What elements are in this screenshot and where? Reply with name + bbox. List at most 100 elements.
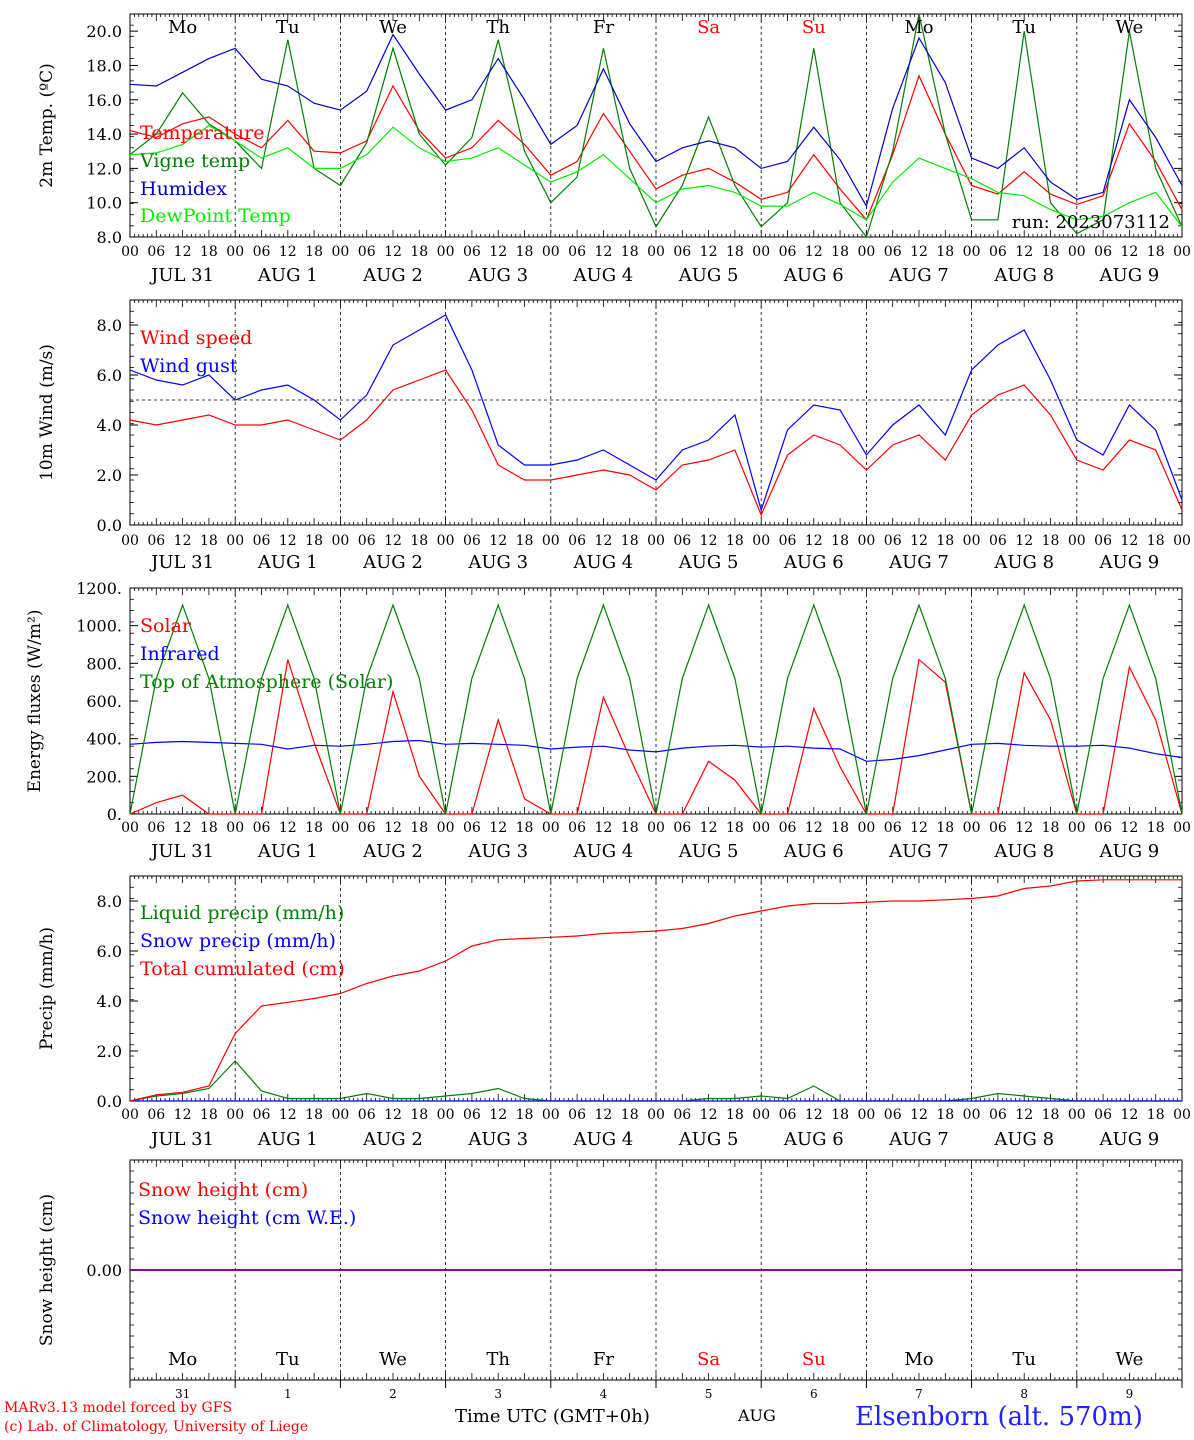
hour-tick-label: 00	[121, 820, 139, 836]
hour-tick-label: 00	[752, 1107, 770, 1123]
day-name: Mo	[168, 17, 197, 38]
hour-tick-label: 18	[1042, 1107, 1060, 1123]
day-number: 7	[915, 1387, 923, 1401]
day-number: 6	[810, 1387, 818, 1401]
hour-tick-label: 18	[1042, 244, 1060, 260]
legend-entry: Wind gust	[140, 355, 238, 377]
day-name: Th	[486, 1349, 510, 1370]
hour-tick-label: 18	[200, 244, 218, 260]
hour-tick-label: 00	[647, 533, 665, 549]
date-label: AUG 2	[362, 552, 423, 573]
hour-tick-label: 12	[594, 533, 612, 549]
day-number: 9	[1126, 1387, 1134, 1401]
date-label: AUG 3	[467, 841, 528, 862]
series-line-dewpoint-temp	[129, 124, 1183, 228]
hour-tick-label: 00	[542, 1107, 560, 1123]
y-tick-label: 12.0	[86, 159, 122, 178]
day-name: We	[379, 17, 407, 38]
date-label: AUG 6	[783, 265, 844, 286]
y-tick-label: 8.0	[97, 892, 122, 911]
hour-tick-label: 00	[857, 820, 875, 836]
hour-tick-label: 00	[857, 244, 875, 260]
hour-tick-label: 00	[121, 1107, 139, 1123]
hour-tick-label: 18	[831, 1107, 849, 1123]
hour-tick-label: 06	[253, 820, 271, 836]
hour-tick-label: 18	[200, 1107, 218, 1123]
hour-tick-label: 12	[1015, 1107, 1033, 1123]
hour-tick-label: 12	[279, 244, 297, 260]
date-label: AUG 8	[993, 265, 1054, 286]
date-label: AUG 2	[362, 1129, 423, 1150]
y-tick-label: 16.0	[86, 91, 122, 110]
y-tick-label: 8.0	[97, 228, 122, 247]
series-line-top-of-atmosphere-solar-	[129, 603, 1183, 815]
hour-tick-label: 00	[647, 1107, 665, 1123]
y-tick-label: 20.0	[86, 22, 122, 41]
hour-tick-label: 18	[936, 244, 954, 260]
date-label: AUG 9	[1099, 1129, 1160, 1150]
hour-tick-label: 06	[463, 244, 481, 260]
date-label: AUG 5	[678, 1129, 739, 1150]
hour-tick-label: 18	[1147, 820, 1165, 836]
y-axis-title: Energy fluxes (W/m²)	[25, 610, 45, 793]
legend-entry: Vigne temp	[139, 150, 250, 172]
hour-tick-label: 12	[384, 533, 402, 549]
hour-tick-label: 06	[358, 1107, 376, 1123]
date-label: AUG 4	[573, 552, 634, 573]
hour-tick-label: 18	[305, 533, 323, 549]
day-name: Sa	[697, 17, 720, 38]
date-label: AUG 1	[257, 1129, 318, 1150]
hour-tick-label: 18	[726, 533, 744, 549]
hour-tick-label: 06	[673, 244, 691, 260]
run-annotation: run: 2023073112	[1012, 212, 1170, 233]
hour-tick-label: 00	[121, 244, 139, 260]
date-label: AUG 4	[573, 265, 634, 286]
hour-tick-label: 18	[516, 533, 534, 549]
date-label: AUG 4	[573, 841, 634, 862]
hour-tick-label: 00	[542, 820, 560, 836]
hour-tick-label: 00	[437, 820, 455, 836]
hour-tick-label: 18	[726, 820, 744, 836]
hour-tick-label: 06	[147, 533, 165, 549]
hour-tick-label: 00	[226, 244, 244, 260]
hour-tick-label: 00	[1068, 533, 1086, 549]
hour-tick-label: 18	[1147, 533, 1165, 549]
plot-frame	[129, 299, 1183, 526]
day-name: We	[379, 1349, 407, 1370]
date-label: AUG 8	[993, 1129, 1054, 1150]
hour-tick-label: 18	[621, 533, 639, 549]
date-label: AUG 3	[467, 265, 528, 286]
date-label: AUG 7	[888, 841, 949, 862]
date-label: AUG 5	[678, 841, 739, 862]
y-tick-label: 800.	[86, 654, 122, 673]
hour-tick-label: 06	[673, 820, 691, 836]
hour-tick-label: 00	[542, 533, 560, 549]
legend-entry: Infrared	[140, 643, 220, 665]
hour-tick-label: 06	[147, 244, 165, 260]
date-label: AUG 2	[362, 841, 423, 862]
y-tick-label: 18.0	[86, 56, 122, 75]
hour-tick-label: 06	[779, 1107, 797, 1123]
legend-entry: DewPoint Temp	[140, 205, 291, 227]
legend-entry: Solar	[140, 615, 192, 637]
y-tick-label: 0.0	[97, 516, 122, 535]
hour-tick-label: 00	[1068, 244, 1086, 260]
hour-tick-label: 00	[963, 1107, 981, 1123]
day-number: 2	[389, 1387, 397, 1401]
hour-tick-label: 06	[253, 244, 271, 260]
hour-tick-label: 00	[647, 244, 665, 260]
hour-tick-label: 00	[331, 533, 349, 549]
hour-tick-label: 12	[700, 1107, 718, 1123]
y-tick-label: 4.0	[97, 992, 122, 1011]
day-name: Tu	[1012, 1349, 1036, 1370]
day-name: Fr	[593, 17, 614, 38]
hour-tick-label: 06	[1094, 820, 1112, 836]
hour-tick-label: 12	[910, 1107, 928, 1123]
day-name: Sa	[697, 1349, 720, 1370]
day-number: 31	[175, 1387, 190, 1401]
hour-tick-label: 12	[384, 244, 402, 260]
series-line-humidex	[129, 33, 1183, 208]
day-name: Mo	[904, 1349, 933, 1370]
hour-tick-label: 18	[936, 820, 954, 836]
